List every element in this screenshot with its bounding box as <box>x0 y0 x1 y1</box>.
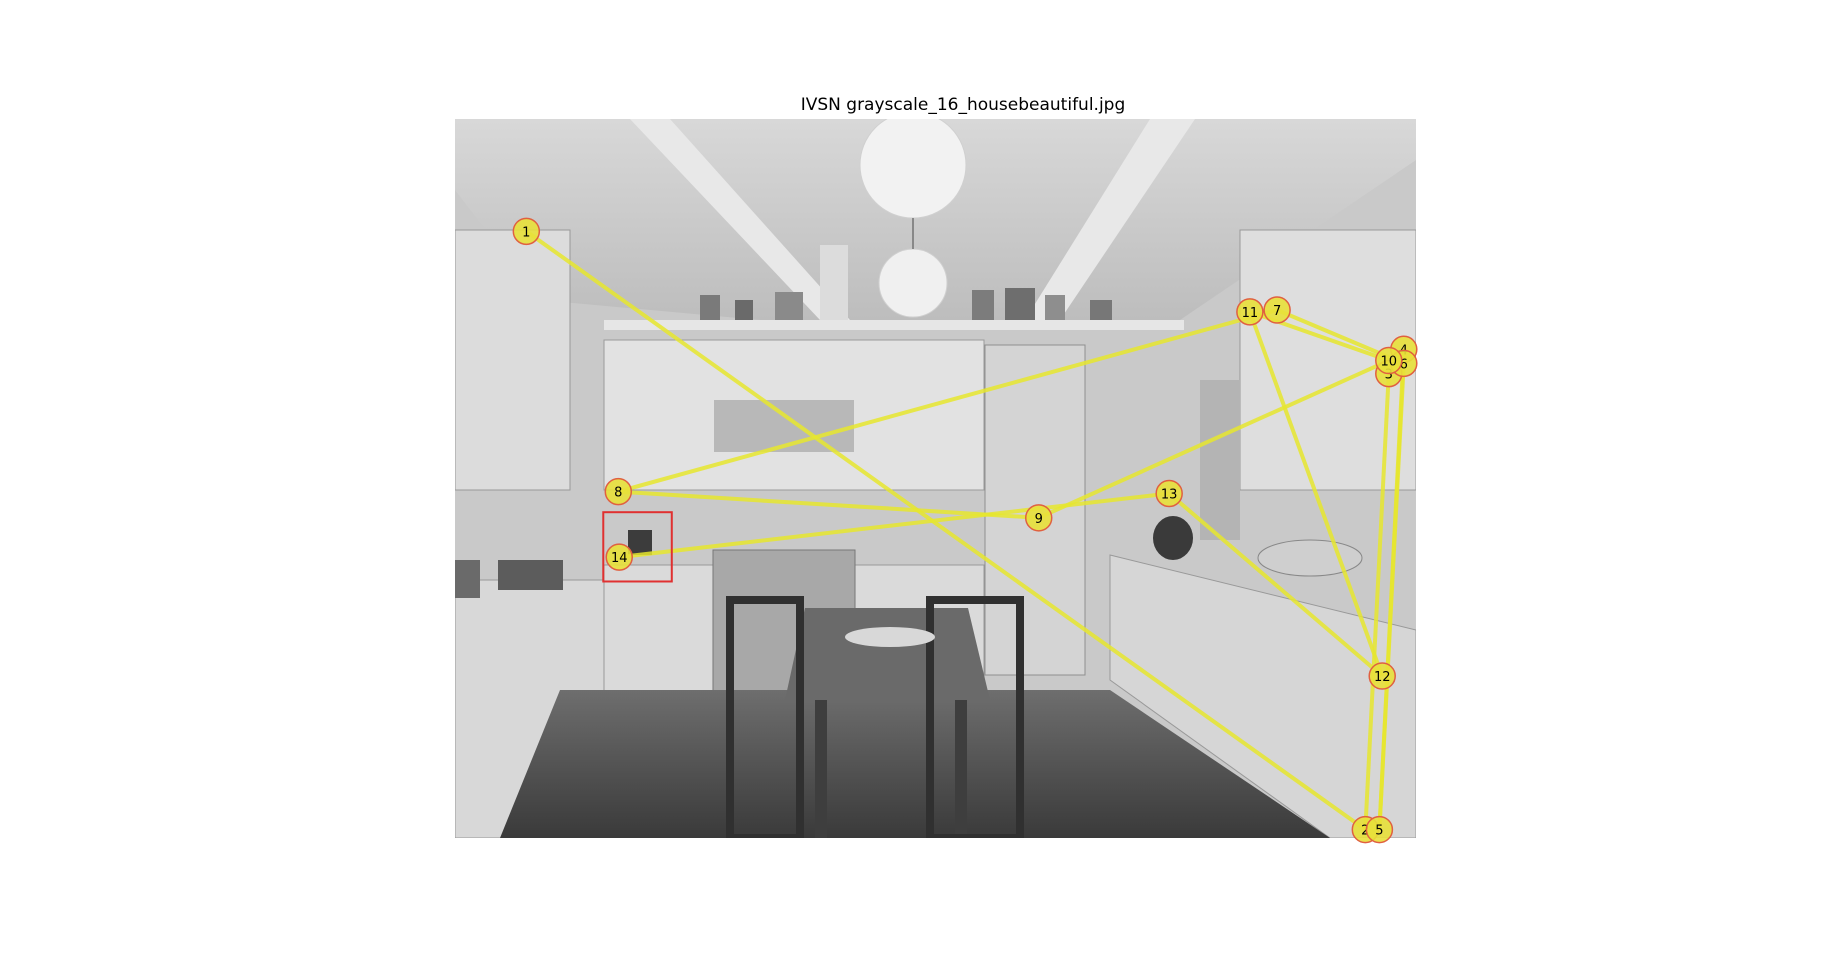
fixation-label: 9 <box>1035 512 1043 527</box>
fixation-label: 3 <box>1385 368 1393 383</box>
fixation-label: 10 <box>1381 355 1398 370</box>
fixation-marker <box>1263 296 1291 324</box>
fixation-marker <box>1236 298 1264 326</box>
scanpath-segment-8-9 <box>618 489 1039 520</box>
target-box <box>602 511 673 583</box>
fixation-label: 13 <box>1161 487 1178 502</box>
fixation-marker <box>1368 662 1396 690</box>
fixation-label: 11 <box>1242 306 1259 321</box>
scanpath-segment-12-13 <box>1167 491 1384 678</box>
scanpath-segment-7-8 <box>617 308 1278 494</box>
scanpath-lines <box>525 229 1406 832</box>
fixation-marker <box>1155 479 1183 508</box>
chart-title: IVSN grayscale_16_housebeautiful.jpg <box>801 95 1126 115</box>
fixation-5: 5 <box>1365 815 1394 844</box>
fixation-label: 1 <box>522 225 530 240</box>
fixation-label: 6 <box>1400 357 1408 372</box>
fixation-12: 12 <box>1368 662 1396 690</box>
fixation-label: 5 <box>1375 824 1383 839</box>
fixation-11: 11 <box>1236 298 1264 326</box>
scanpath-segment-2-3 <box>1363 373 1391 830</box>
fixation-marker <box>512 217 541 246</box>
scanpath-segment-5-6 <box>1377 363 1406 830</box>
scanpath-segment-13-14 <box>619 491 1170 560</box>
fixation-10: 10 <box>1375 346 1403 375</box>
fixation-marker <box>604 477 633 506</box>
fixation-8: 8 <box>604 477 633 506</box>
fixation-9: 9 <box>1024 504 1053 532</box>
fixation-14: 14 <box>605 543 633 571</box>
kitchen-photo <box>455 119 1416 838</box>
fixation-13: 13 <box>1155 479 1183 508</box>
fixation-points: 1234567891011121314 <box>512 217 1418 844</box>
scanpath-segment-9-10 <box>1037 358 1390 520</box>
fixation-marker <box>1024 504 1053 532</box>
fixation-marker <box>1365 815 1394 844</box>
fixation-label: 12 <box>1374 670 1391 685</box>
fixation-label: 7 <box>1273 304 1281 319</box>
fixation-marker <box>1375 346 1403 375</box>
fixation-7: 7 <box>1263 296 1291 324</box>
fixation-1: 1 <box>512 217 541 246</box>
scanpath-segment-1-2 <box>525 229 1367 832</box>
fixation-label: 8 <box>614 486 622 501</box>
scanpath-segment-11-12 <box>1248 311 1385 677</box>
fixation-label: 14 <box>611 551 628 566</box>
fixation-label: 2 <box>1361 824 1369 839</box>
fixation-marker <box>605 543 633 571</box>
